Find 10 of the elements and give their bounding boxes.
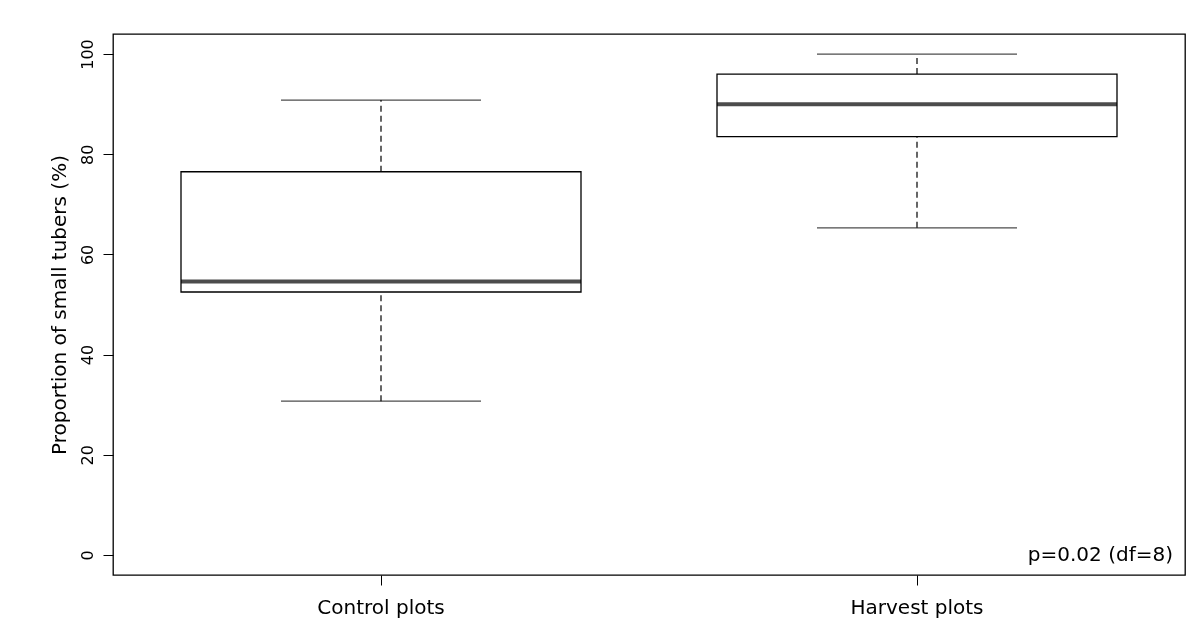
annotation: p=0.02 (df=8) (1027, 542, 1173, 566)
y-tick-label: 0 (77, 550, 97, 561)
x-tick-label: Control plots (317, 594, 445, 619)
y-tick-label: 40 (77, 344, 97, 366)
x-tick-label: Harvest plots (850, 594, 984, 619)
y-axis-title: Proportion of small tubers (%) (46, 155, 71, 455)
y-tick-label: 100 (77, 39, 97, 70)
y-tick-label: 60 (77, 244, 97, 266)
y-tick-label: 80 (77, 144, 97, 165)
y-tick-label: 20 (77, 445, 97, 466)
